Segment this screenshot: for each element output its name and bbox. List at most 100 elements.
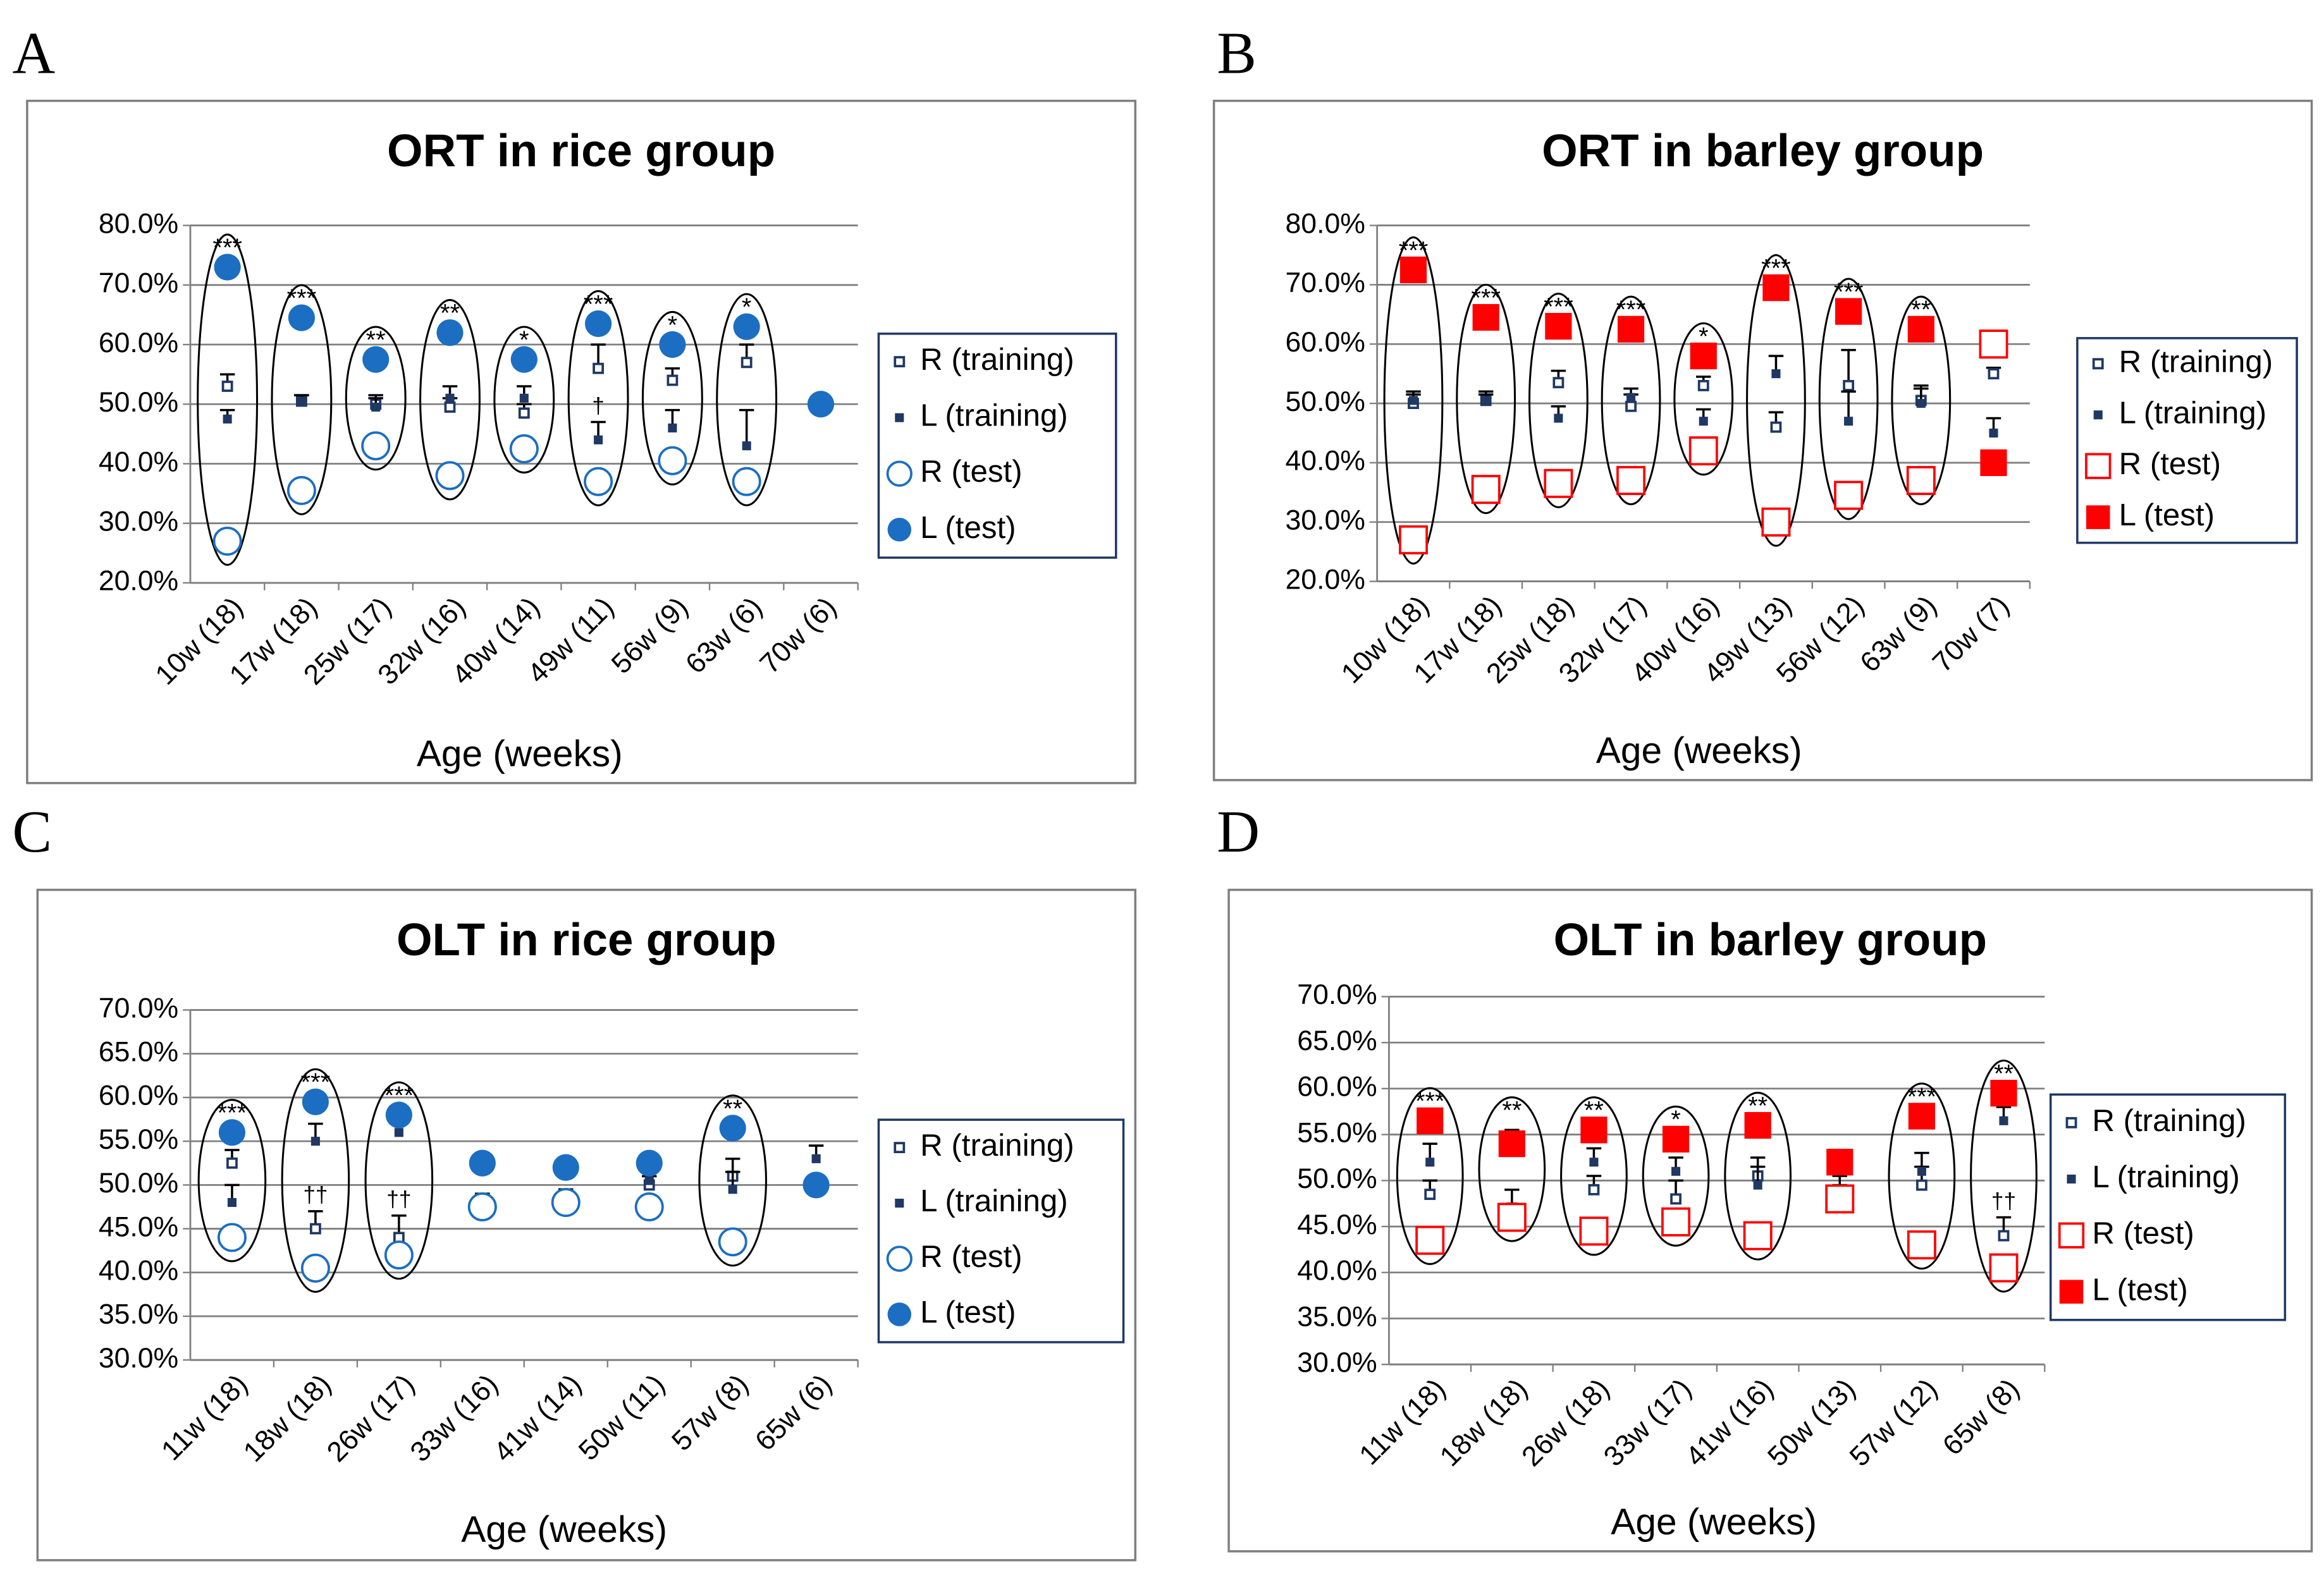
marker bbox=[718, 1227, 747, 1257]
marker bbox=[886, 460, 913, 487]
marker bbox=[1481, 396, 1491, 405]
marker bbox=[584, 310, 612, 338]
marker bbox=[469, 1149, 496, 1177]
marker bbox=[1625, 400, 1637, 412]
marker bbox=[594, 435, 603, 444]
marker bbox=[2059, 1280, 2084, 1304]
y-tick-label: 55.0% bbox=[1297, 1117, 1377, 1148]
marker bbox=[1399, 256, 1427, 284]
chart-panel: A ORT in rice group 20.0% 30.0% 40.0% 50.0% 60… bbox=[12, 20, 1137, 785]
marker bbox=[1999, 1116, 2008, 1125]
panel-letter: A bbox=[12, 20, 55, 86]
marker bbox=[227, 1197, 237, 1208]
group-ellipse bbox=[1891, 295, 1952, 506]
group-ellipse bbox=[716, 293, 778, 506]
marker bbox=[1498, 1130, 1525, 1158]
legend-frame bbox=[877, 333, 1117, 559]
legend-label: L (test) bbox=[920, 1295, 1016, 1330]
x-axis-label: Age (weeks) bbox=[1611, 1502, 1817, 1543]
marker bbox=[1753, 1180, 1762, 1190]
group-ellipse bbox=[271, 284, 333, 515]
marker bbox=[895, 1199, 904, 1208]
marker bbox=[895, 413, 904, 422]
group-ellipse bbox=[641, 310, 703, 486]
marker bbox=[1825, 1184, 1855, 1214]
legend-label: R (training) bbox=[2092, 1103, 2246, 1138]
legend-label: R (test) bbox=[2092, 1216, 2194, 1251]
legend-label: R (training) bbox=[920, 1128, 1074, 1163]
dagger-label: † bbox=[592, 393, 605, 418]
group-ellipse bbox=[419, 299, 481, 501]
marker bbox=[467, 1192, 497, 1221]
marker bbox=[742, 441, 751, 451]
marker bbox=[668, 423, 677, 432]
marker bbox=[362, 346, 390, 373]
chart-title: ORT in rice group bbox=[387, 125, 775, 176]
marker bbox=[1980, 449, 2007, 477]
chart-title: OLT in rice group bbox=[397, 914, 777, 965]
group-ellipse bbox=[281, 1068, 350, 1293]
y-tick-label: 45.0% bbox=[1297, 1209, 1377, 1240]
group-ellipse bbox=[1478, 1096, 1546, 1242]
y-tick-label: 70.0% bbox=[99, 268, 178, 299]
marker bbox=[214, 254, 241, 281]
y-tick-label: 80.0% bbox=[99, 208, 178, 239]
legend-label: L (training) bbox=[2119, 395, 2267, 430]
group-ellipse bbox=[345, 326, 407, 471]
marker bbox=[1626, 393, 1636, 402]
marker bbox=[2065, 1116, 2077, 1128]
y-tick-label: 60.0% bbox=[1286, 327, 1365, 358]
y-tick-label: 30.0% bbox=[99, 1343, 178, 1374]
marker bbox=[1554, 413, 1563, 423]
x-axis-label: Age (weeks) bbox=[417, 733, 623, 774]
marker bbox=[1425, 1158, 1435, 1167]
group-ellipse bbox=[1383, 236, 1444, 565]
marker bbox=[552, 1154, 579, 1181]
chart-title: OLT in barley group bbox=[1554, 914, 1987, 965]
marker bbox=[302, 1088, 329, 1115]
marker bbox=[218, 1119, 246, 1146]
marker bbox=[1579, 1216, 1609, 1246]
marker bbox=[1472, 303, 1499, 331]
marker bbox=[1616, 466, 1646, 496]
group-ellipse bbox=[1970, 1060, 2038, 1293]
marker bbox=[644, 1176, 654, 1185]
marker bbox=[1699, 417, 1708, 426]
marker bbox=[2092, 358, 2104, 370]
marker bbox=[361, 431, 391, 461]
y-tick-label: 50.0% bbox=[99, 387, 178, 418]
marker bbox=[1989, 428, 1998, 438]
group-ellipse bbox=[493, 326, 555, 474]
marker bbox=[634, 1192, 664, 1221]
marker bbox=[1834, 480, 1864, 510]
marker bbox=[394, 1128, 403, 1137]
y-tick-label: 30.0% bbox=[99, 506, 178, 537]
y-tick-label: 40.0% bbox=[1286, 446, 1365, 477]
marker bbox=[1471, 475, 1501, 505]
group-ellipse bbox=[698, 1094, 767, 1267]
marker bbox=[1399, 525, 1428, 554]
marker bbox=[1690, 342, 1717, 370]
marker bbox=[444, 401, 456, 413]
y-tick-label: 40.0% bbox=[99, 446, 178, 477]
marker bbox=[802, 1171, 830, 1199]
marker bbox=[445, 393, 455, 403]
marker bbox=[1835, 298, 1862, 325]
group-ellipse bbox=[197, 1099, 267, 1263]
marker bbox=[1907, 1230, 1936, 1260]
y-tick-label: 20.0% bbox=[1286, 564, 1365, 595]
marker bbox=[1580, 1116, 1608, 1144]
marker bbox=[1826, 1149, 1854, 1176]
marker bbox=[1916, 399, 1926, 408]
marker bbox=[659, 331, 686, 358]
y-tick-label: 55.0% bbox=[99, 1124, 178, 1155]
y-tick-label: 45.0% bbox=[99, 1211, 178, 1242]
marker bbox=[1744, 1111, 1771, 1139]
marker bbox=[1762, 274, 1790, 302]
marker bbox=[1589, 1158, 1599, 1167]
marker bbox=[1545, 312, 1572, 340]
marker bbox=[658, 446, 687, 475]
legend-label: R (test) bbox=[920, 454, 1022, 489]
group-ellipse bbox=[1456, 283, 1516, 515]
